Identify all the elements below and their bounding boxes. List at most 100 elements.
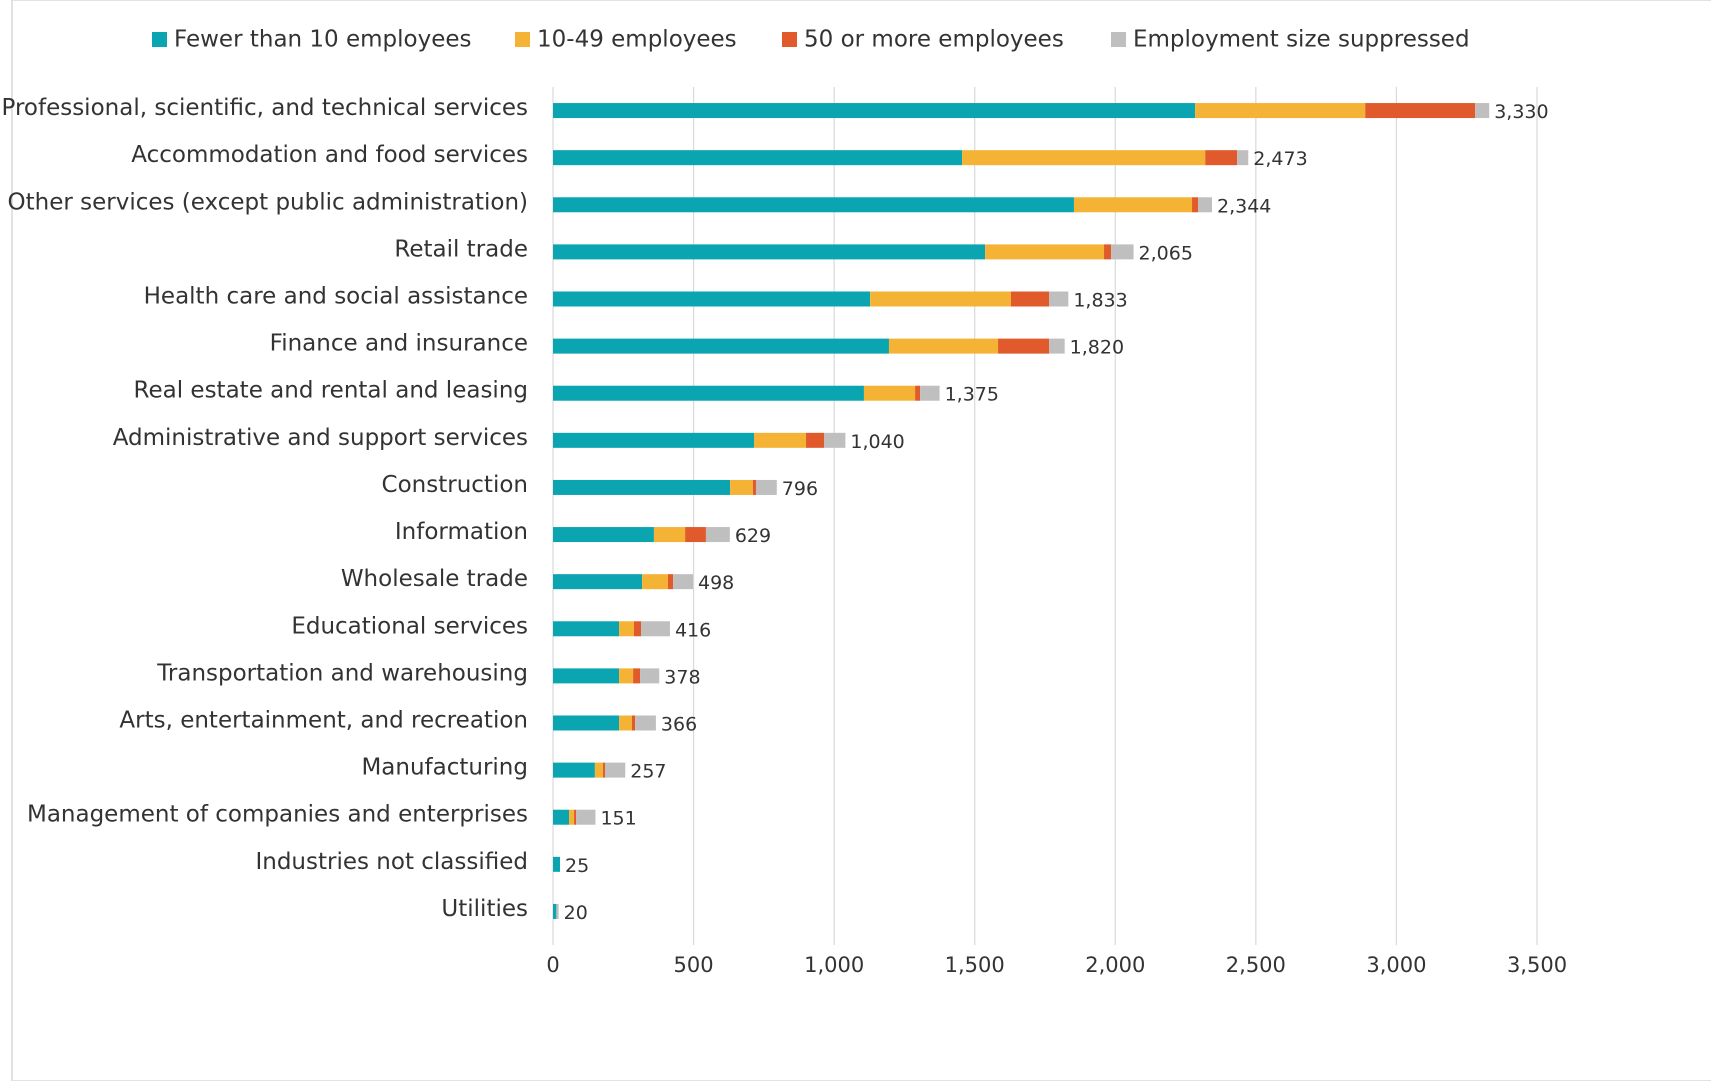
total-label: 378 <box>664 666 700 688</box>
bar-segment <box>553 479 731 495</box>
bar-segment <box>1049 338 1065 354</box>
bar-segment <box>824 432 846 448</box>
bar-segment <box>1073 197 1193 213</box>
x-tick-label: 500 <box>674 953 714 977</box>
bar-segment <box>594 762 604 778</box>
x-tick-label: 3,000 <box>1366 953 1426 977</box>
chart-border <box>11 0 1711 1081</box>
bar-segment <box>576 809 596 825</box>
bar-segment <box>806 432 825 448</box>
total-label: 3,330 <box>1494 101 1548 123</box>
category-label: Industries not classified <box>255 849 528 875</box>
category-label: Administrative and support services <box>113 425 528 451</box>
bar-segment <box>635 715 656 731</box>
bar-segment <box>619 621 634 637</box>
category-label: Wholesale trade <box>341 566 528 592</box>
bar-segment <box>574 809 577 825</box>
bar-segment <box>553 574 643 590</box>
x-tick-label: 1,000 <box>804 953 864 977</box>
bar-segment <box>633 668 641 684</box>
bar-segment <box>553 244 986 260</box>
bar-segment <box>633 621 641 637</box>
bar-segment <box>705 527 730 543</box>
bar-segment <box>1104 244 1112 260</box>
bar-segment <box>998 338 1050 354</box>
total-label: 796 <box>782 478 818 500</box>
total-label: 2,344 <box>1217 195 1271 217</box>
category-label: Professional, scientific, and technical … <box>1 95 528 121</box>
bar-segment <box>553 809 570 825</box>
bar-segment <box>1192 197 1199 213</box>
bar-segment <box>553 432 755 448</box>
bar-segment <box>553 150 963 166</box>
legend-label: Fewer than 10 employees <box>174 27 472 53</box>
bar-segment <box>870 291 1011 307</box>
bar-segment <box>985 244 1105 260</box>
category-label: Construction <box>382 472 528 498</box>
bar-segment <box>1111 244 1134 260</box>
total-label: 257 <box>630 761 666 783</box>
bar-segment <box>553 291 871 307</box>
x-tick-label: 0 <box>546 953 559 977</box>
bar-segment <box>1365 103 1476 119</box>
bar-segment <box>553 621 620 637</box>
bar-segment <box>619 715 633 731</box>
total-label: 2,473 <box>1253 148 1307 170</box>
bar-segment <box>962 150 1206 166</box>
total-label: 498 <box>698 572 734 594</box>
legend-label: 50 or more employees <box>804 27 1064 53</box>
category-label: Finance and insurance <box>270 331 528 357</box>
bar-segment <box>553 527 654 543</box>
bar-segment <box>1237 150 1249 166</box>
category-label: Manufacturing <box>361 755 528 781</box>
bar-segment <box>605 762 626 778</box>
x-tick-label: 3,500 <box>1507 953 1567 977</box>
legend-swatch <box>152 32 167 47</box>
bar-segment <box>553 338 889 354</box>
bar-segment <box>667 574 674 590</box>
total-label: 25 <box>565 855 589 877</box>
category-label: Arts, entertainment, and recreation <box>119 708 528 734</box>
category-label: Health care and social assistance <box>144 284 528 310</box>
bar-segment <box>755 479 777 495</box>
bar-segment <box>642 574 668 590</box>
total-label: 151 <box>600 808 636 830</box>
bar-segment <box>556 903 559 919</box>
x-tick-label: 2,000 <box>1085 953 1145 977</box>
bar-segment <box>1205 150 1238 166</box>
total-label: 1,833 <box>1073 290 1127 312</box>
bar-segment <box>553 385 864 401</box>
legend-label: 10-49 employees <box>537 27 737 53</box>
bar-segment <box>673 574 694 590</box>
bar-segment <box>632 715 636 731</box>
bar-segment <box>619 668 634 684</box>
category-label: Transportation and warehousing <box>156 660 528 686</box>
bar-segment <box>730 479 753 495</box>
bar-segment <box>553 197 1074 213</box>
bar-segment <box>603 762 606 778</box>
bar-segment <box>569 809 575 825</box>
legend-swatch <box>782 32 797 47</box>
bar-segment <box>1198 197 1212 213</box>
bar-segment <box>640 668 660 684</box>
total-label: 1,375 <box>945 384 999 406</box>
bar-segment <box>1010 291 1050 307</box>
bar-segment <box>1049 291 1069 307</box>
bar-segment <box>1195 103 1366 119</box>
category-label: Information <box>395 519 528 545</box>
bar-segment <box>553 856 561 872</box>
bar-segment <box>553 668 620 684</box>
bar-segment <box>553 715 620 731</box>
x-tick-label: 2,500 <box>1226 953 1286 977</box>
bar-segment <box>553 762 595 778</box>
category-label: Educational services <box>291 613 528 639</box>
category-label: Other services (except public administra… <box>8 189 529 215</box>
total-label: 2,065 <box>1139 242 1193 264</box>
category-label: Utilities <box>441 896 528 922</box>
bar-segment <box>553 103 1196 119</box>
total-label: 366 <box>661 714 697 736</box>
category-label: Accommodation and food services <box>131 142 528 168</box>
bar-segment <box>915 385 921 401</box>
legend-swatch <box>1111 32 1126 47</box>
